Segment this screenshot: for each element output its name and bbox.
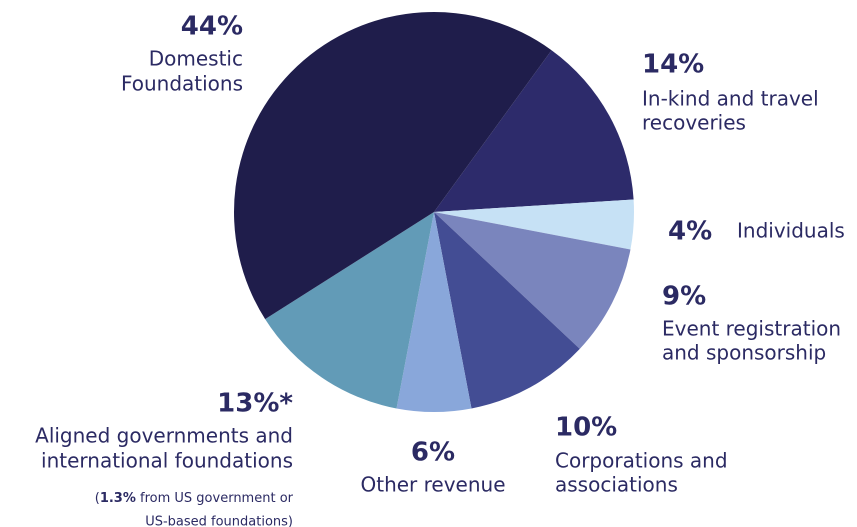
- category-label: Foundations: [121, 72, 243, 96]
- note: US-based foundations): [145, 515, 293, 527]
- category-label: Corporations and: [555, 449, 728, 473]
- note-open: (: [95, 491, 100, 506]
- pie-slice: [434, 212, 631, 349]
- value-label: 14%: [642, 50, 704, 80]
- value-label: 6%: [411, 438, 455, 468]
- category-label: Event registration: [662, 317, 841, 341]
- category-label: and sponsorship: [662, 341, 826, 365]
- value-label: 13%*: [217, 389, 293, 419]
- note: (1.3% from US government or: [95, 491, 294, 506]
- pie-slice: [434, 50, 634, 213]
- category-label: associations: [555, 473, 678, 497]
- category-label: Other revenue: [360, 473, 505, 497]
- category-label: recoveries: [642, 111, 746, 135]
- value-label: 44%: [181, 12, 243, 42]
- category-label: Aligned governments and: [35, 424, 293, 448]
- pie-slice: [396, 212, 472, 413]
- value-label: 9%: [662, 282, 706, 312]
- pie-slice: [434, 212, 580, 409]
- pie-slice: [234, 11, 552, 320]
- category-label: In-kind and travel: [642, 87, 819, 111]
- value-label: 4%: [668, 217, 712, 247]
- pie-slice: [434, 199, 634, 250]
- pie-slice: [265, 212, 434, 409]
- note-rest: from US government or: [136, 491, 294, 506]
- note-highlight: 1.3%: [100, 491, 136, 506]
- category-label: Domestic: [149, 47, 243, 71]
- value-label: 10%: [555, 413, 617, 443]
- category-label: Individuals: [737, 219, 845, 243]
- category-label: international foundations: [41, 449, 293, 473]
